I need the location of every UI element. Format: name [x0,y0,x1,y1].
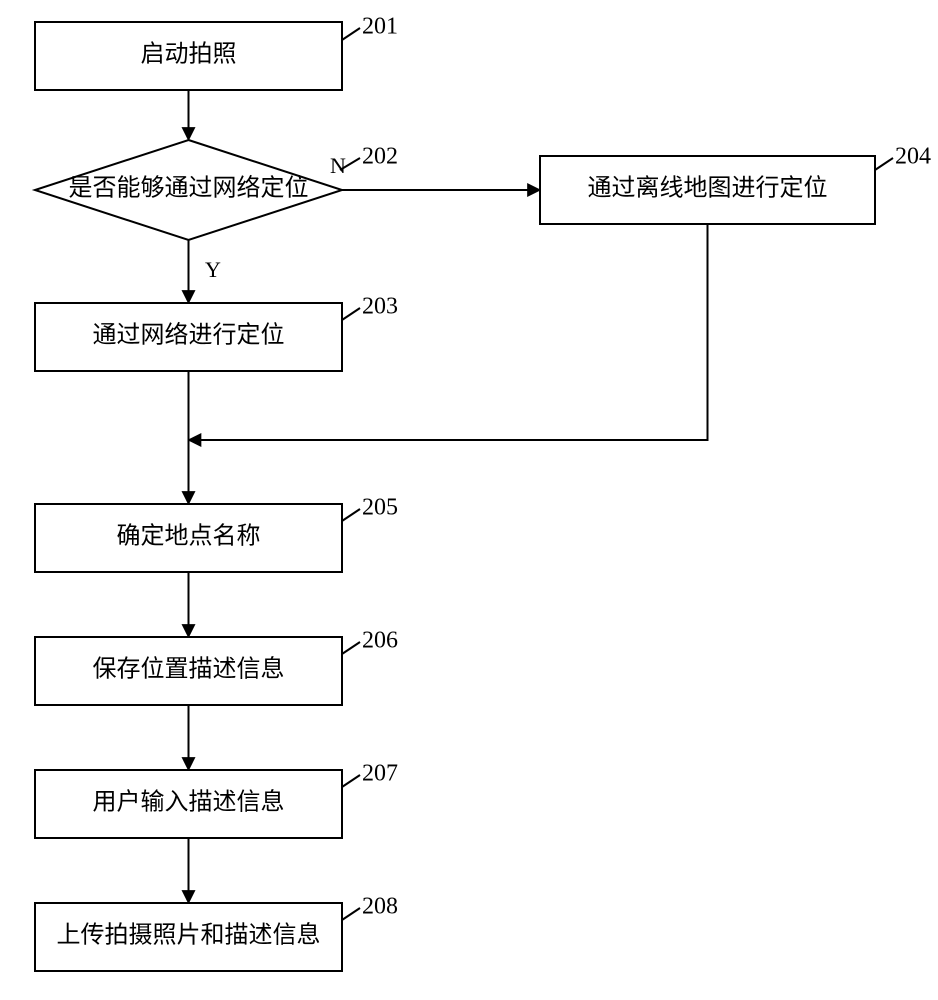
ref-leader-line [342,308,360,320]
flow-node-ref: 204 [895,144,931,170]
flow-node-label: 确定地点名称 [117,523,261,550]
flow-edge-label: N [330,153,346,178]
ref-leader-line [875,158,893,170]
flow-node-ref: 202 [362,144,398,170]
flow-edge-label: Y [205,257,221,282]
ref-leader-line [342,509,360,521]
ref-leader-line [342,908,360,920]
flow-node-label: 保存位置描述信息 [93,656,285,683]
flow-node-ref: 201 [362,14,398,40]
flow-node-ref: 205 [362,495,398,521]
flow-node-ref: 206 [362,628,398,654]
ref-leader-line [342,775,360,787]
flow-node-label: 用户输入描述信息 [93,789,285,816]
flow-node-ref: 207 [362,761,398,787]
flow-node-ref: 203 [362,294,398,320]
ref-leader-line [342,28,360,40]
flow-node-label: 是否能够通过网络定位 [69,175,309,202]
flow-node-label: 通过网络进行定位 [93,322,285,349]
flow-node-ref: 208 [362,894,398,920]
ref-leader-line [342,642,360,654]
flow-node-label: 通过离线地图进行定位 [588,175,828,202]
flow-node-label: 启动拍照 [141,41,237,68]
flowchart-canvas: 启动拍照 201 是否能够通过网络定位 202 通过网络进行定位 203 通过离线地图进行定… [0,0,938,1000]
flow-node-label: 上传拍摄照片和描述信息 [57,922,321,949]
